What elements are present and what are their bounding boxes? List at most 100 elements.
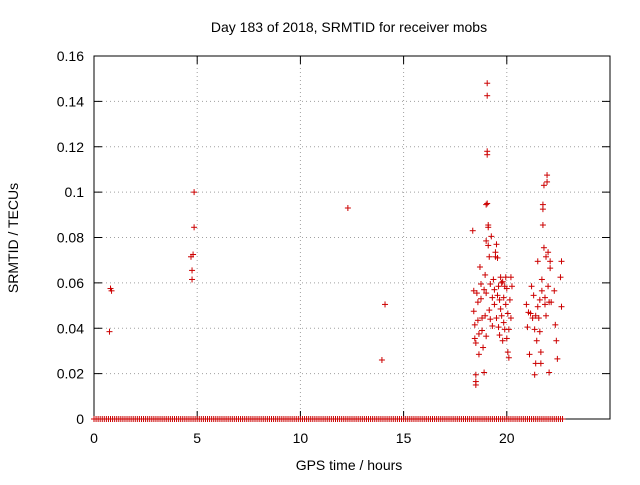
data-point [476,263,483,270]
data-point [534,258,541,265]
x-tick-label: 0 [90,430,98,446]
data-point [558,303,565,310]
data-point [484,200,491,207]
data-point [535,315,542,322]
data-point [474,317,481,324]
data-point [191,224,198,231]
data-point [536,296,543,303]
data-point [495,324,502,331]
data-point [496,296,503,303]
data-point [538,287,545,294]
data-point [485,224,492,231]
y-tick-label: 0.06 [57,275,84,291]
data-point [472,371,479,378]
y-tick-label: 0 [76,411,84,427]
data-point [474,299,481,306]
y-tick-label: 0.02 [57,366,84,382]
data-point [547,265,554,272]
data-point [546,369,553,376]
data-point [106,328,113,335]
data-point [471,335,478,342]
data-point [537,349,544,356]
chart-title: Day 183 of 2018, SRMTID for receiver mob… [211,19,487,35]
data-point [531,371,538,378]
y-axis-label: SRMTID / TECUs [5,183,21,293]
data-point [484,151,491,158]
data-point [554,355,561,362]
data-point [482,271,489,278]
data-point [108,287,115,294]
data-point [502,301,509,308]
data-point [478,295,484,302]
data-point [485,242,492,249]
data-point [502,274,509,281]
data-point [189,267,196,274]
data-point [481,369,488,376]
data-point [486,307,493,314]
data-point [469,227,476,234]
data-point [470,308,477,315]
data-point [529,315,536,322]
data-point [526,351,533,358]
data-point [541,301,548,308]
data-point [543,312,550,319]
data-point [479,327,486,334]
data-point [538,276,545,283]
data-point [473,290,480,297]
y-tick-label: 0.04 [57,320,84,336]
data-point [494,254,501,261]
data-point [540,182,547,189]
data-point [472,339,479,346]
data-point [475,351,482,358]
data-point [503,335,510,342]
data-point [507,315,514,322]
data-point [539,206,546,213]
data-point [508,283,515,290]
data-points [91,80,566,422]
data-point [505,354,512,361]
data-point [487,281,494,288]
data-point [548,299,555,306]
data-point [497,274,504,281]
data-point [492,249,499,256]
data-point [191,189,198,196]
data-point [507,274,514,281]
data-point [491,301,498,308]
y-tick-label: 0.16 [57,48,84,64]
data-point [475,330,482,337]
data-point [487,316,494,323]
y-tick-label: 0.12 [57,139,84,155]
data-point [540,244,547,251]
y-tick-label: 0.1 [65,184,85,200]
data-point [541,294,548,301]
data-point [547,258,554,265]
data-point [378,357,385,364]
x-tick-label: 15 [396,430,412,446]
data-point [545,283,552,290]
data-point [557,274,564,281]
data-point [504,349,511,356]
data-point [480,344,487,351]
x-tick-label: 10 [293,430,309,446]
grid-lines [94,56,610,419]
data-point [484,92,491,99]
plot-border [93,55,611,420]
data-point [500,294,507,301]
data-point [544,172,551,179]
data-point [189,276,196,283]
x-axis-label: GPS time / hours [296,457,403,473]
data-point [505,326,512,333]
data-point [523,301,530,308]
data-point [344,205,351,212]
data-point [500,319,507,326]
data-point [552,321,559,328]
data-point [534,303,541,310]
data-point [499,337,506,344]
x-tick-label: 20 [499,430,515,446]
data-point [483,333,490,340]
data-point [536,328,543,335]
data-point [537,360,544,367]
data-point [483,290,490,297]
data-point [493,241,500,248]
